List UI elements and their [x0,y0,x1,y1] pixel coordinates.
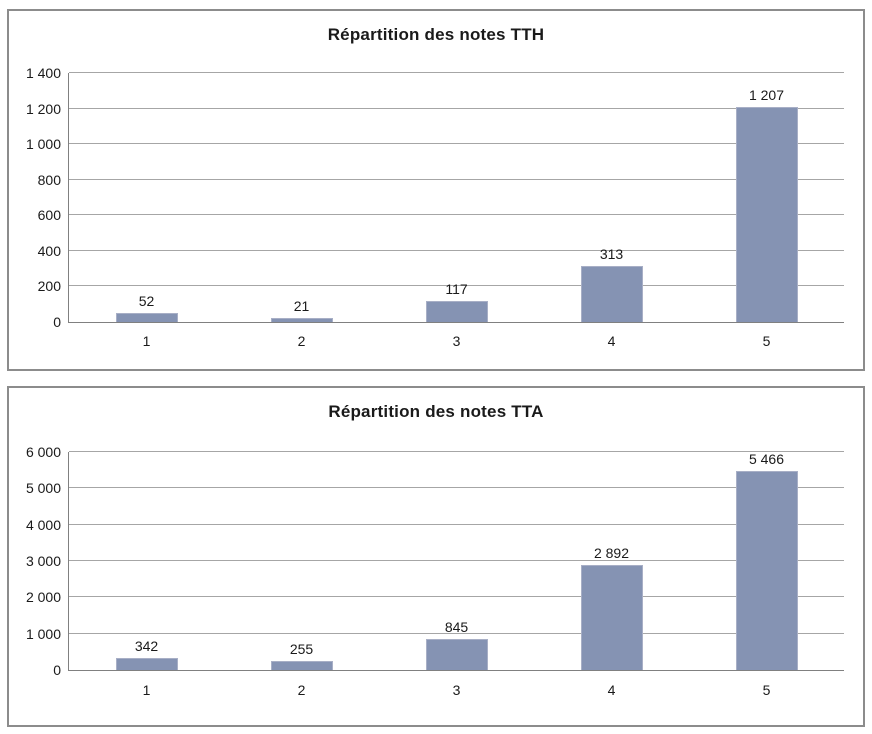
gridline-y-6000 [69,451,844,452]
chart-tta-title: Répartition des notes TTA [328,402,544,421]
y-tick-label: 800 [37,171,61,188]
y-tick-label: 1 200 [25,100,61,117]
chart-tta-x-axis: 1 2 3 4 5 [69,682,844,702]
y-tick-label: 1 000 [25,625,61,642]
x-tick-label-3: 3 [452,682,461,698]
chart-tta-y-axis: 0 1 000 2 000 3 000 4 000 5 000 6 000 [9,444,61,678]
x-tick-label-5: 5 [762,682,771,698]
bar-category-5 [735,107,798,322]
chart-tta-panel: Répartition des notes TTA 0 1 000 2 000 3 0… [7,386,865,727]
y-tick-label: 4 000 [25,516,61,533]
bar-category-4 [580,565,643,670]
gridline-y-400 [69,249,844,251]
bar-value-label-4: 2 892 [593,545,630,561]
bar-value-label-4: 313 [599,246,624,262]
bar-value-label-2: 21 [293,298,310,314]
bar-value-label-3: 845 [444,619,469,635]
y-tick-label: 200 [37,278,61,295]
chart-tth-panel: Répartition des notes TTH 0 200 400 600 800 1… [7,9,865,371]
bar-value-label-5: 5 466 [748,451,785,467]
gridline-y-1200 [69,107,844,109]
gridline-y-200 [69,285,844,287]
gridline-y-1000 [69,143,844,145]
x-tick-label-4: 4 [607,682,616,698]
y-tick-label: 400 [37,242,61,259]
y-tick-label: 1 000 [25,136,61,153]
bar-category-3 [425,301,488,322]
bar-category-1 [115,658,178,670]
bar-value-label-1: 52 [138,293,155,309]
chart-tth-x-axis: 1 2 3 4 5 [69,333,844,353]
gridline-y-4000 [69,523,844,525]
bar-category-5 [735,471,798,670]
bar-category-1 [115,313,178,322]
x-tick-label-1: 1 [142,682,151,698]
x-tick-label-4: 4 [607,333,616,349]
x-tick-label-2: 2 [297,682,306,698]
x-tick-label-3: 3 [452,333,461,349]
y-tick-label: 3 000 [25,553,61,569]
bar-category-2 [270,661,333,670]
bar-value-label-3: 117 [445,281,468,297]
bar-category-4 [580,266,643,322]
gridline-y-5000 [69,487,844,489]
gridline-y-2000 [69,596,844,598]
y-tick-label: 0 [53,662,61,678]
bar-value-label-5: 1 207 [748,87,785,103]
gridline-y-600 [69,214,844,216]
y-tick-label: 2 000 [25,589,61,606]
chart-tth-y-axis: 0 200 400 600 800 1 000 1 200 1 400 [9,65,61,330]
gridline-y-800 [69,178,844,180]
chart-tth-title: Répartition des notes TTH [327,25,545,44]
y-tick-label: 0 [53,314,61,330]
x-tick-label-5: 5 [762,333,771,349]
chart-tth-plot-area: 52 21 117 313 1 207 [68,72,844,323]
y-tick-label: 1 400 [25,65,61,81]
chart-tta-plot-area: 342 255 845 2 892 5 466 [68,451,844,671]
gridline-y-1400 [69,72,844,73]
bar-category-3 [425,639,488,670]
y-tick-label: 6 000 [25,444,61,460]
gridline-y-1000 [69,632,844,634]
y-tick-label: 5 000 [25,480,61,497]
bar-value-label-1: 342 [134,638,159,654]
bar-value-label-2: 255 [289,641,314,657]
y-tick-label: 600 [37,207,61,224]
x-tick-label-1: 1 [142,333,151,349]
gridline-y-3000 [69,560,844,561]
x-tick-label-2: 2 [297,333,306,349]
bar-category-2 [270,318,333,322]
